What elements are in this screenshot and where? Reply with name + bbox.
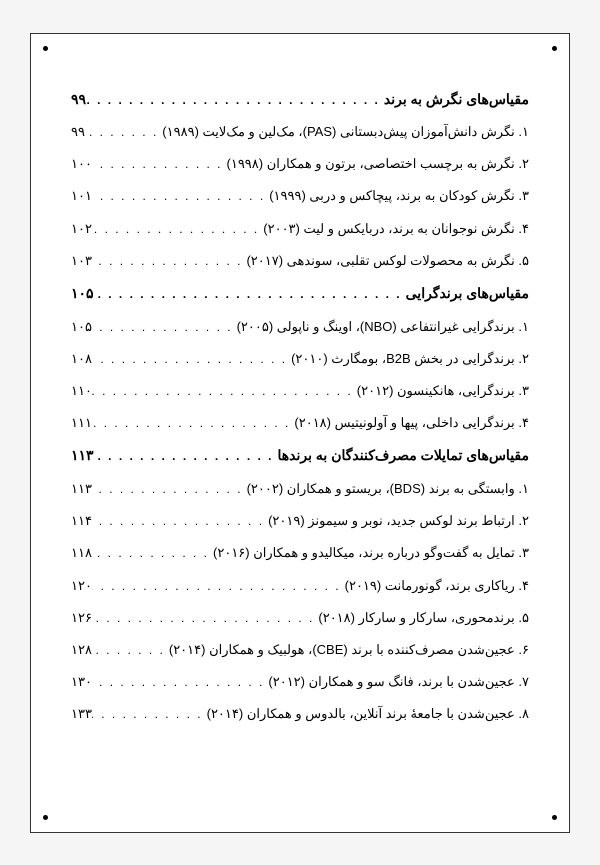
toc-page-number: ۱۰۸ — [71, 350, 92, 368]
toc-leader-dots: . . . . . . . . . . . . . . . . . . . . … — [92, 545, 213, 562]
toc-leader-dots: . . . . . . . . . . . . . . . . . . . . … — [92, 188, 269, 205]
toc-title: ۱. نگرش دانش‌آموزان پیش‌دبستانی (PAS)، م… — [162, 123, 529, 141]
toc-leader-dots: . . . . . . . . . . . . . . . . . . . . … — [92, 578, 345, 595]
toc-entry: ۳. نگرش کودکان به برند، پیچاکس و دربی (۱… — [71, 187, 529, 205]
toc-title: ۵. برندمحوری، سارکار و سارکار (۲۰۱۸) — [318, 609, 529, 627]
toc-title: مقیاس‌های نگرش به برند — [384, 90, 529, 110]
table-of-contents: مقیاس‌های نگرش به برند. . . . . . . . . … — [71, 90, 529, 724]
toc-entry: ۱. وابستگی به برند (BDS)، بریستو و همکار… — [71, 480, 529, 498]
toc-page-number: ۱۱۳ — [71, 480, 92, 498]
toc-page-number: ۱۰۱ — [71, 187, 92, 205]
toc-title: ۶. عجین‌شدن مصرف‌کننده با برند (CBE)، هو… — [169, 641, 529, 659]
toc-title: ۴. برندگرایی داخلی، پیها و آولونیتیس (۲۰… — [294, 414, 529, 432]
toc-page-number: ۱۲۶ — [71, 609, 92, 627]
toc-entry: ۵. برندمحوری، سارکار و سارکار (۲۰۱۸). . … — [71, 609, 529, 627]
toc-page-number: ۱۱۴ — [71, 512, 92, 530]
toc-entry: ۴. ریاکاری برند، گونورمانت (۲۰۱۹). . . .… — [71, 577, 529, 595]
toc-page-number: ۱۱۸ — [71, 544, 92, 562]
toc-title: ۳. نگرش کودکان به برند، پیچاکس و دربی (۱… — [269, 187, 529, 205]
corner-dot — [43, 46, 48, 51]
toc-section-heading: مقیاس‌های برندگرایی. . . . . . . . . . .… — [71, 284, 529, 304]
toc-title: ۷. عجین‌شدن با برند، فانگ سو و همکاران (… — [268, 673, 529, 691]
toc-title: ۱. وابستگی به برند (BDS)، بریستو و همکار… — [247, 480, 529, 498]
toc-title: ۲. نگرش به برچسب اختصاصی، برتون و همکارا… — [227, 155, 530, 173]
toc-page-number: ۱۳۰ — [71, 673, 92, 691]
toc-leader-dots: . . . . . . . . . . . . . . . . . . . . … — [92, 415, 294, 432]
toc-entry: ۲. برندگرایی در بخش B2B، بومگارث (۲۰۱۰).… — [71, 350, 529, 368]
toc-title: ۲. ارتباط برند لوکس جدید، نوبر و سیمونز … — [268, 512, 529, 530]
toc-page-number: ۱۰۳ — [71, 252, 92, 270]
corner-dot — [43, 815, 48, 820]
toc-leader-dots: . . . . . . . . . . . . . . . . . . . . … — [92, 221, 263, 238]
toc-entry: ۶. عجین‌شدن مصرف‌کننده با برند (CBE)، هو… — [71, 641, 529, 659]
toc-leader-dots: . . . . . . . . . . . . . . . . . . . . … — [92, 481, 247, 498]
toc-leader-dots: . . . . . . . . . . . . . . . . . . . . … — [94, 448, 278, 465]
toc-title: ۳. برندگرایی، هانکینسون (۲۰۱۲) — [357, 382, 529, 400]
toc-leader-dots: . . . . . . . . . . . . . . . . . . . . … — [92, 674, 268, 691]
corner-dot — [552, 46, 557, 51]
toc-page-number: ۱۱۱ — [71, 414, 92, 432]
toc-title: مقیاس‌های تمایلات مصرف‌کنندگان به برندها — [278, 446, 529, 466]
toc-leader-dots: . . . . . . . . . . . . . . . . . . . . … — [92, 513, 268, 530]
toc-leader-dots: . . . . . . . . . . . . . . . . . . . . … — [92, 610, 318, 627]
toc-entry: ۳. برندگرایی، هانکینسون (۲۰۱۲). . . . . … — [71, 382, 529, 400]
document-page: مقیاس‌های نگرش به برند. . . . . . . . . … — [30, 33, 570, 833]
toc-entry: ۲. نگرش به برچسب اختصاصی، برتون و همکارا… — [71, 155, 529, 173]
toc-leader-dots: . . . . . . . . . . . . . . . . . . . . … — [92, 706, 207, 723]
toc-page-number: ۹۹ — [71, 123, 85, 141]
toc-page-number: ۱۰۵ — [71, 284, 94, 304]
toc-entry: ۲. ارتباط برند لوکس جدید، نوبر و سیمونز … — [71, 512, 529, 530]
toc-title: مقیاس‌های برندگرایی — [406, 284, 529, 304]
toc-leader-dots: . . . . . . . . . . . . . . . . . . . . … — [92, 156, 227, 173]
toc-entry: ۵. نگرش به محصولات لوکس تقلبی، سوندهی (۲… — [71, 252, 529, 270]
toc-page-number: ۱۲۸ — [71, 641, 92, 659]
toc-page-number: ۱۱۰ — [71, 382, 92, 400]
toc-page-number: ۱۰۲ — [71, 220, 92, 238]
toc-title: ۴. نگرش نوجوانان به برند، دربایکس و لیت … — [263, 220, 529, 238]
toc-entry: ۸. عجین‌شدن با جامعهٔ برند آنلاین، بالدو… — [71, 705, 529, 723]
toc-page-number: ۱۰۰ — [71, 155, 92, 173]
toc-section-heading: مقیاس‌های تمایلات مصرف‌کنندگان به برندها… — [71, 446, 529, 466]
toc-entry: ۷. عجین‌شدن با برند، فانگ سو و همکاران (… — [71, 673, 529, 691]
toc-page-number: ۱۲۰ — [71, 577, 92, 595]
toc-leader-dots: . . . . . . . . . . . . . . . . . . . . … — [92, 253, 247, 270]
toc-page-number: ۱۳۳ — [71, 705, 92, 723]
toc-entry: ۱. برندگرایی غیرانتفاعی (NBO)، اوینگ و ن… — [71, 318, 529, 336]
toc-entry: ۴. نگرش نوجوانان به برند، دربایکس و لیت … — [71, 220, 529, 238]
toc-leader-dots: . . . . . . . . . . . . . . . . . . . . … — [92, 319, 237, 336]
toc-leader-dots: . . . . . . . . . . . . . . . . . . . . … — [92, 383, 357, 400]
toc-leader-dots: . . . . . . . . . . . . . . . . . . . . … — [86, 92, 384, 109]
toc-entry: ۴. برندگرایی داخلی، پیها و آولونیتیس (۲۰… — [71, 414, 529, 432]
toc-leader-dots: . . . . . . . . . . . . . . . . . . . . … — [94, 286, 406, 303]
toc-title: ۴. ریاکاری برند، گونورمانت (۲۰۱۹) — [345, 577, 529, 595]
toc-entry: ۳. تمایل به گفت‌وگو درباره برند، میکالید… — [71, 544, 529, 562]
toc-leader-dots: . . . . . . . . . . . . . . . . . . . . … — [92, 642, 169, 659]
toc-title: ۲. برندگرایی در بخش B2B، بومگارث (۲۰۱۰) — [291, 350, 529, 368]
toc-title: ۸. عجین‌شدن با جامعهٔ برند آنلاین، بالدو… — [207, 705, 529, 723]
toc-leader-dots: . . . . . . . . . . . . . . . . . . . . … — [92, 351, 291, 368]
toc-title: ۱. برندگرایی غیرانتفاعی (NBO)، اوینگ و ن… — [237, 318, 529, 336]
toc-entry: ۱. نگرش دانش‌آموزان پیش‌دبستانی (PAS)، م… — [71, 123, 529, 141]
toc-title: ۳. تمایل به گفت‌وگو درباره برند، میکالید… — [213, 544, 529, 562]
toc-page-number: ۱۱۳ — [71, 446, 94, 466]
toc-page-number: ۱۰۵ — [71, 318, 92, 336]
toc-title: ۵. نگرش به محصولات لوکس تقلبی، سوندهی (۲… — [246, 252, 529, 270]
toc-section-heading: مقیاس‌های نگرش به برند. . . . . . . . . … — [71, 90, 529, 110]
toc-page-number: ۹۹ — [71, 90, 86, 110]
corner-dot — [552, 815, 557, 820]
toc-leader-dots: . . . . . . . . . . . . . . . . . . . . … — [85, 124, 162, 141]
